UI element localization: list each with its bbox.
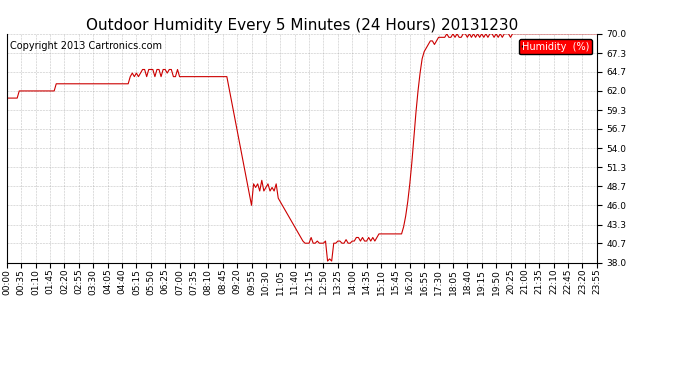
Text: Copyright 2013 Cartronics.com: Copyright 2013 Cartronics.com — [10, 40, 162, 51]
Legend: Humidity  (%): Humidity (%) — [519, 39, 592, 54]
Title: Outdoor Humidity Every 5 Minutes (24 Hours) 20131230: Outdoor Humidity Every 5 Minutes (24 Hou… — [86, 18, 518, 33]
